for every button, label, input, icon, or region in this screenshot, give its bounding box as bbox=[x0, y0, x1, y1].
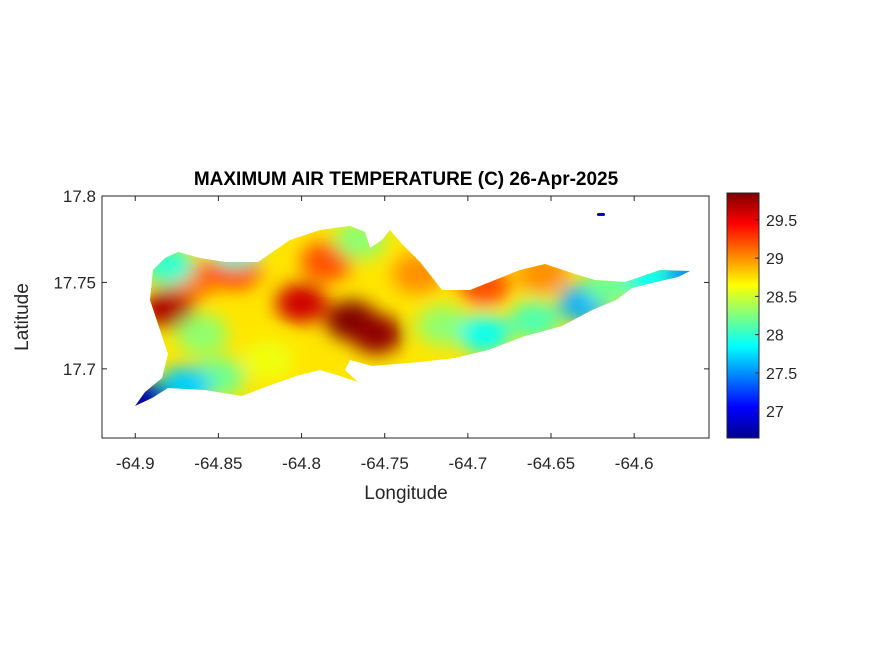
islet-buck-island bbox=[597, 213, 605, 216]
colorbar-tick-label: 28.5 bbox=[766, 289, 797, 306]
chart-title: MAXIMUM AIR TEMPERATURE (C) 26-Apr-2025 bbox=[194, 169, 619, 190]
heat-spot-3 bbox=[275, 283, 328, 324]
colorbar-tick-label: 27 bbox=[766, 404, 784, 421]
x-tick-label: -64.6 bbox=[615, 454, 654, 473]
x-tick-label: -64.75 bbox=[361, 454, 409, 473]
y-tick-label: 17.75 bbox=[53, 273, 96, 292]
y-ticks: 17.8 17.75 17.7 bbox=[53, 187, 709, 379]
heat-spot-18 bbox=[458, 314, 511, 355]
x-tick-label: -64.85 bbox=[194, 454, 242, 473]
colorbar bbox=[726, 192, 760, 439]
x-ticks: -64.9 -64.85 -64.8 -64.75 -64.7 -64.65 -64.6 bbox=[116, 196, 654, 473]
x-tick-label: -64.7 bbox=[448, 454, 487, 473]
heat-spot-5 bbox=[350, 314, 403, 355]
colorbar-tick-label: 29 bbox=[766, 251, 784, 268]
heat-spot-17 bbox=[416, 305, 469, 346]
x-tick-label: -64.8 bbox=[282, 454, 321, 473]
heat-spot-11 bbox=[242, 340, 295, 381]
colorbar-tick-label: 27.5 bbox=[766, 366, 797, 383]
colorbar-tick-label: 28 bbox=[766, 328, 784, 345]
x-axis-label: Longitude bbox=[364, 483, 447, 504]
x-tick-label: -64.9 bbox=[116, 454, 155, 473]
y-axis-label: Latitude bbox=[12, 283, 33, 351]
heat-spot-14 bbox=[135, 379, 170, 406]
x-tick-label: -64.65 bbox=[527, 454, 575, 473]
colorbar-ticks: 29.5 29 28.5 28 27.5 27 bbox=[755, 213, 797, 421]
y-tick-label: 17.8 bbox=[63, 187, 96, 206]
y-tick-label: 17.7 bbox=[63, 360, 96, 379]
heat-spot-10 bbox=[175, 314, 228, 355]
colorbar-tick-label: 29.5 bbox=[766, 213, 797, 230]
